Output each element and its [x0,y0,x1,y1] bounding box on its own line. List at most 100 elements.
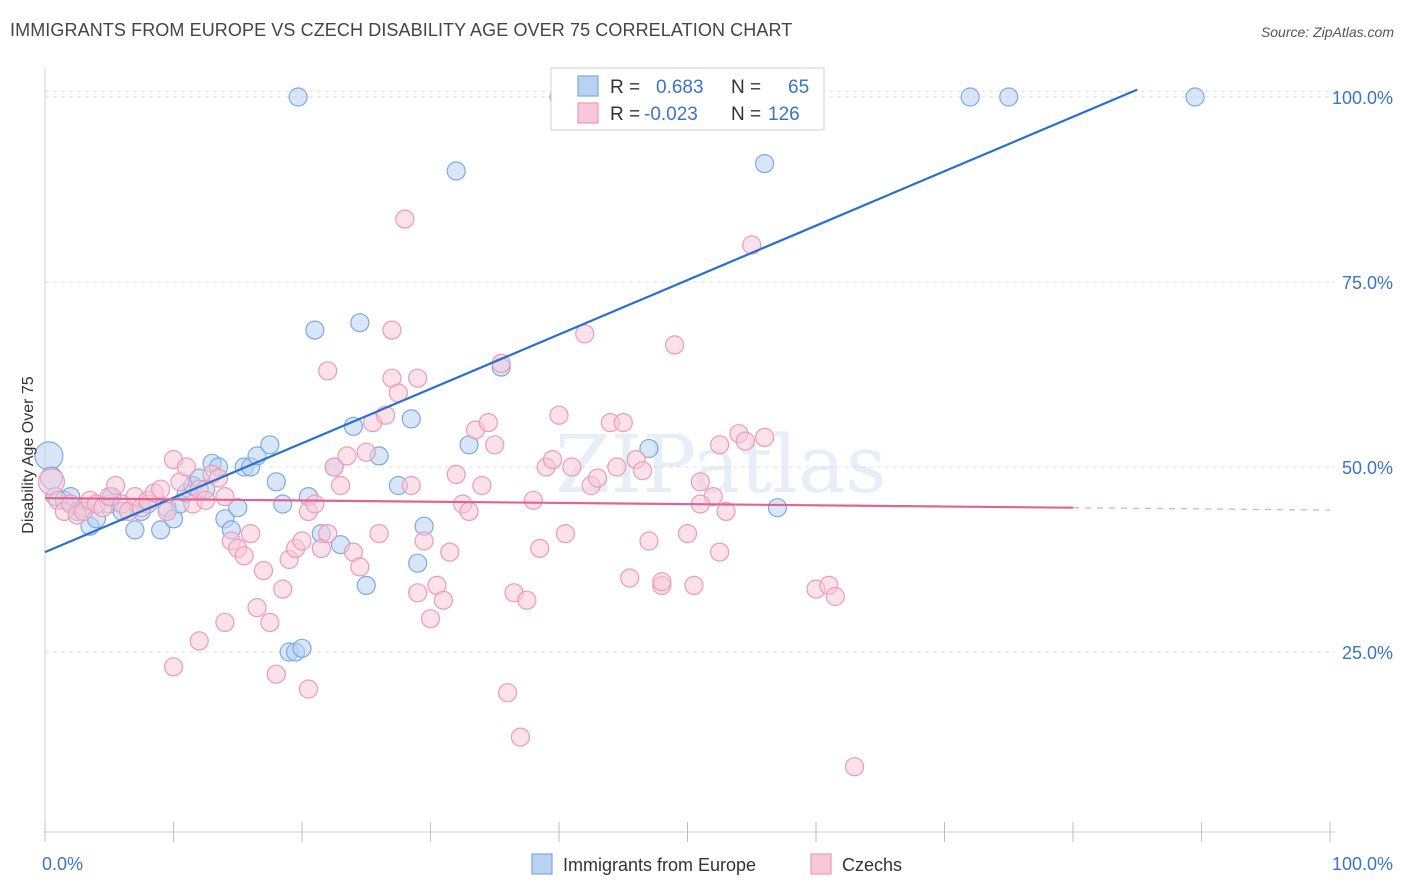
point-czechs [234,546,254,566]
point-czechs [620,568,640,588]
point-czechs [37,468,66,496]
legend-n-value-europe: 65 [788,77,809,98]
point-europe [1185,87,1205,107]
legend-r-label-czechs: R = [610,104,640,125]
point-czechs [562,457,582,477]
point-czechs [754,427,775,447]
series-europe-points [34,83,1205,662]
x-tick-label-min: 0.0% [42,854,83,874]
point-czechs [401,475,421,496]
x-ticks [44,822,1331,842]
point-czechs [575,324,595,344]
legend-r-label-europe: R = [610,77,640,98]
point-europe [960,87,980,107]
point-czechs [163,657,184,677]
point-europe [125,520,145,540]
y-tick-label: 75.0% [1342,273,1393,293]
point-czechs [106,475,126,496]
point-czechs [690,472,710,492]
point-czechs [684,575,704,596]
point-czechs [298,679,319,699]
x-tick-label-max: 100.0% [1332,854,1393,874]
point-czechs [542,450,563,470]
point-czechs [253,560,274,581]
trend-line-czechs [44,496,1074,509]
y-tick-label: 25.0% [1342,643,1393,663]
point-czechs [665,335,685,355]
point-europe [356,575,376,596]
point-europe [446,161,466,181]
trend-lines [44,88,1331,554]
point-czechs [440,542,460,562]
point-czechs [530,538,550,559]
point-czechs [260,612,280,633]
trend-line-europe [44,88,1138,554]
point-czechs [710,435,730,455]
point-czechs [716,501,736,521]
point-czechs [420,609,441,629]
point-czechs [825,586,845,607]
point-europe [266,472,286,492]
point-czechs [330,475,351,496]
point-czechs [632,461,653,481]
y-tick-labels: 25.0% 50.0% 75.0% 100.0% [1332,88,1393,663]
point-czechs [215,612,235,633]
point-czechs [414,531,434,551]
point-czechs [652,572,672,592]
y-axis-label: Disability Age Over 75 [20,376,37,534]
point-europe [260,435,280,455]
legend-swatch-czechs [577,102,599,124]
point-czechs [710,542,730,562]
point-europe [305,320,325,340]
legend-n-label-czechs: N = [731,104,761,125]
point-czechs [273,579,293,599]
point-europe [639,438,659,459]
bottom-legend-label-europe: Immigrants from Europe [563,855,756,875]
point-czechs [241,523,261,544]
point-europe [408,553,428,573]
data-points [34,83,1205,777]
legend-r-value-czechs: -0.023 [644,104,698,125]
point-czechs [176,457,196,477]
point-czechs [318,361,338,381]
point-europe [999,87,1019,107]
point-czechs [189,631,209,651]
correlation-legend: R = 0.683 N = 65 R = -0.023 N = 126 [550,67,825,131]
point-czechs [510,727,531,747]
point-czechs [266,664,286,684]
point-europe [288,87,308,107]
point-europe [767,498,788,518]
legend-n-value-czechs: 126 [768,104,800,125]
point-europe [34,441,64,471]
point-czechs [639,531,659,551]
series-legend: Immigrants from Europe Czechs [531,853,902,875]
point-czechs [350,557,370,577]
point-czechs [369,523,389,544]
point-czechs [382,320,402,340]
point-czechs [472,475,492,496]
point-czechs [498,683,518,703]
y-tick-label: 50.0% [1342,458,1393,478]
point-czechs [433,590,453,610]
point-czechs [677,523,698,544]
y-tick-label: 100.0% [1332,88,1393,108]
point-czechs [607,457,627,477]
point-czechs [356,442,376,462]
point-czechs [247,597,267,618]
point-czechs [517,590,537,610]
point-czechs [523,490,543,510]
point-europe [401,409,421,429]
point-czechs [549,405,569,425]
legend-swatch-europe [577,75,599,97]
gridlines [45,90,1335,653]
point-czechs [735,431,755,451]
point-czechs [395,209,415,229]
point-czechs [478,413,498,433]
point-czechs [459,501,479,521]
point-europe [754,154,775,174]
point-czechs [485,435,505,455]
point-czechs [408,368,428,388]
point-czechs [157,501,177,521]
point-czechs [446,464,466,484]
point-czechs [215,487,235,507]
